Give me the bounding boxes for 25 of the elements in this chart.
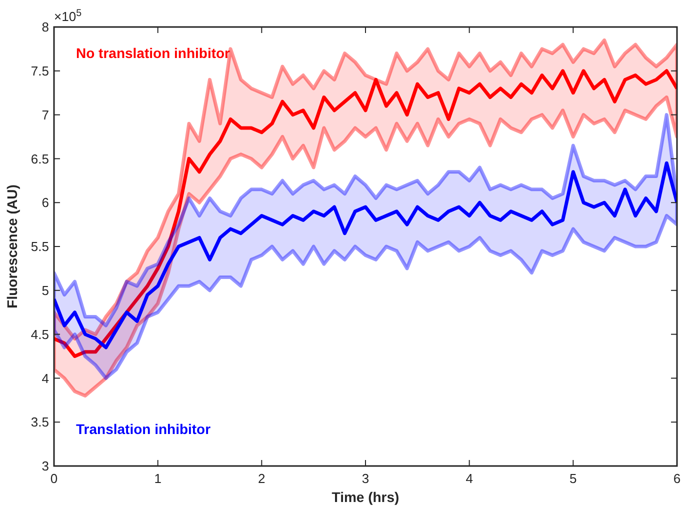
y-tick-label: 4.5 <box>30 326 49 342</box>
line-series <box>54 161 677 350</box>
y-axis-title: Fluorescence (AU) <box>4 184 20 308</box>
text: ×10$^{5}$ <box>54 8 82 24</box>
y-tick-label: 7.5 <box>30 63 49 78</box>
text: No translation inhibitor <box>76 45 231 61</box>
y-tick-label: 3 <box>42 458 49 474</box>
text: Translation inhibitor <box>76 421 212 437</box>
y-tick-label: 5.5 <box>30 239 49 254</box>
x-tick-label: 6 <box>673 471 681 486</box>
y-tick-label: 7 <box>42 107 49 122</box>
y-tick-label: 6 <box>42 195 49 210</box>
y-tick-label: 4 <box>42 370 49 386</box>
x-tick-label: 5 <box>570 471 577 486</box>
line-series <box>54 69 677 358</box>
x-tick-label: 0 <box>50 471 58 486</box>
x-tick-label: 2 <box>258 471 266 486</box>
x-axis-title: Time (hrs) <box>332 489 400 505</box>
y-tick-label: 8 <box>42 20 49 35</box>
x-tick-label: 3 <box>362 471 370 486</box>
y-tick-label: 5 <box>42 282 49 298</box>
y-tick-label: 3.5 <box>30 414 49 430</box>
x-tick-label: 1 <box>154 471 162 486</box>
x-tick-label: 4 <box>466 471 473 486</box>
y-tick-label: 6.5 <box>30 151 49 166</box>
